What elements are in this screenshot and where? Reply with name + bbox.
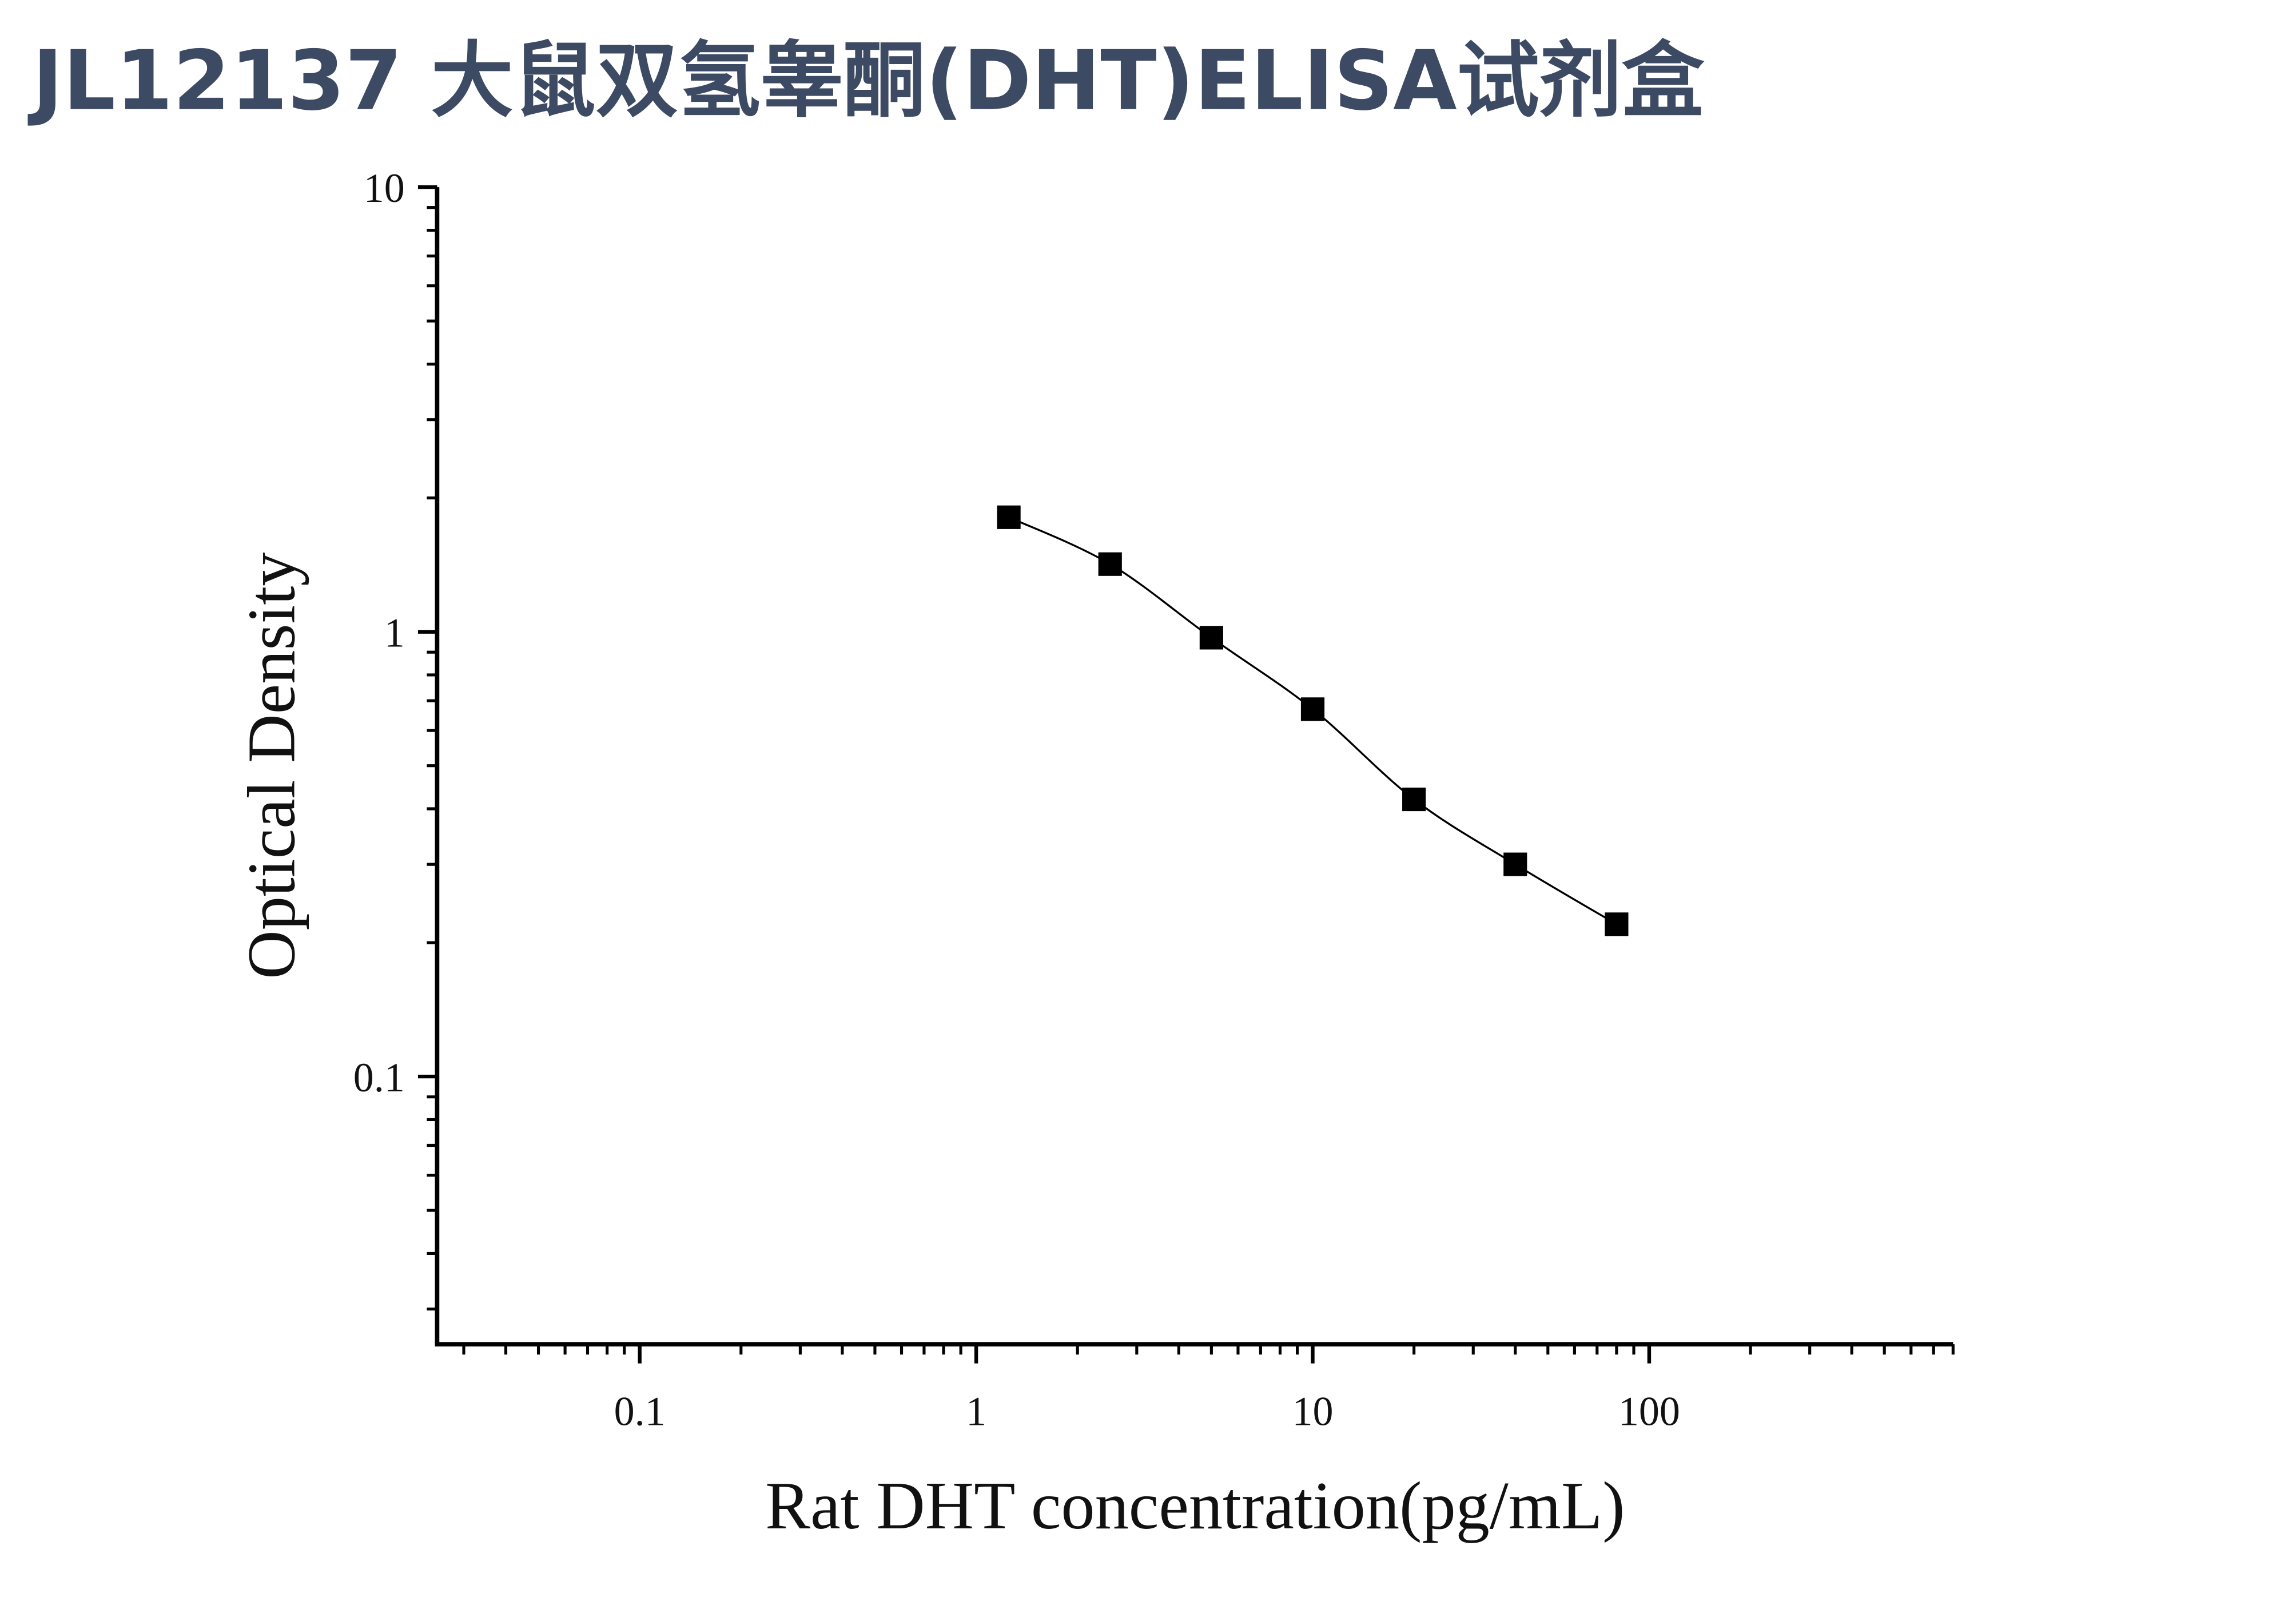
- data-point: [1503, 852, 1527, 876]
- data-point: [1300, 697, 1325, 721]
- x-tick-label: 1: [966, 1389, 986, 1435]
- data-point: [1199, 626, 1223, 650]
- y-tick-label: 0.1: [353, 1055, 405, 1101]
- y-axis-title: Optical Density: [234, 553, 309, 979]
- data-point: [1605, 912, 1629, 936]
- data-point: [1402, 787, 1426, 812]
- data-point: [997, 505, 1021, 529]
- chart-title: JL12137 大鼠双氢睾酮(DHT)ELISA试剂盒: [27, 33, 1705, 129]
- x-tick-label: 0.1: [614, 1389, 666, 1435]
- x-tick-label: 100: [1618, 1389, 1680, 1435]
- x-tick-label: 10: [1292, 1389, 1333, 1435]
- y-tick-label: 10: [364, 165, 405, 211]
- y-tick-label: 1: [384, 610, 405, 655]
- data-point: [1098, 552, 1122, 576]
- x-axis-title: Rat DHT concentration(pg/mL): [765, 1468, 1625, 1543]
